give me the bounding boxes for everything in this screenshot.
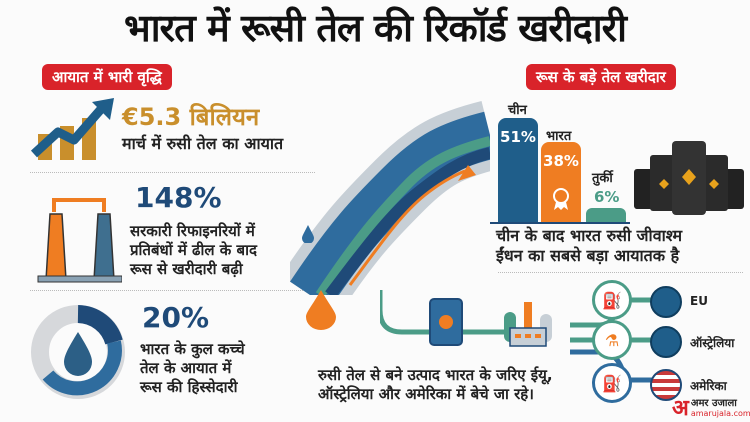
orange-oil-drop-icon (306, 290, 336, 330)
rising-chart-arrow-icon (30, 96, 115, 162)
russia-buyers-badge: रूस के बड़े तेल खरीदार (526, 64, 676, 90)
bar-label-china: चीन (508, 103, 527, 118)
chart-caption: चीन के बाद भारत रुसी जीवाश्म ईंधन का सबस… (496, 226, 683, 265)
bar-value-turkey: 6% (594, 188, 620, 206)
oil-drop-icon (302, 225, 314, 244)
second-place-rosette-icon (552, 188, 570, 210)
globe-icon (650, 326, 682, 358)
globe-icon (650, 286, 682, 318)
page-title: भारत में रूसी तेल की रिकॉर्ड खरीदारी (124, 6, 627, 50)
bar-label-turkey: तुर्की (592, 171, 613, 186)
fuel-can-icon: ⛽ (592, 280, 632, 320)
oil-drop-donut-icon (28, 302, 128, 402)
oil-barrels-icon (628, 135, 750, 225)
stat-import-value: €5.3 बिलियन (122, 103, 260, 131)
destination-eu: EU (690, 294, 708, 308)
bar-label-india: भारत (546, 129, 572, 144)
destination-usa: अमेरिका (690, 379, 727, 393)
bar-turkey (586, 208, 626, 222)
logo-domain: amarujala.com (690, 409, 750, 418)
divider (30, 290, 315, 291)
stat-share-desc: भारत के कुल कच्चे तेल के आयात में रूस की… (140, 340, 245, 396)
stat-import-desc: मार्च में रुसी तेल का आयात (122, 134, 284, 153)
divider (30, 172, 315, 173)
fuel-can-icon: ⛽ (592, 363, 632, 403)
flow-caption: रुसी तेल से बने उत्पाद भारत के जरिए ईयू,… (318, 366, 553, 403)
import-growth-badge: आयात में भारी वृद्धि (42, 64, 172, 90)
stat-refinery-desc: सरकारी रिफाइनरियों में प्रतिबंधों में ढी… (130, 222, 257, 278)
destination-australia: ऑस्ट्रेलिया (690, 336, 735, 350)
divider (498, 272, 743, 273)
oil-barrel-icon (428, 297, 464, 347)
us-flag-globe-icon (650, 369, 682, 401)
chart-baseline (490, 222, 630, 224)
logo-mark: अ (672, 396, 689, 421)
refinery-icon (32, 190, 123, 290)
stat-refinery-value: 148% (135, 181, 222, 214)
chemical-flask-icon: ⚗ (592, 320, 632, 360)
oil-flow-wave-graphic (280, 95, 499, 315)
stat-share-value: 20% (142, 301, 210, 334)
logo-name: अमर उजाला (690, 398, 737, 409)
bar-china: 51% (498, 118, 538, 222)
amar-ujala-logo: अ अमर उजाला amarujala.com (672, 398, 750, 420)
factory-icon (502, 300, 554, 350)
